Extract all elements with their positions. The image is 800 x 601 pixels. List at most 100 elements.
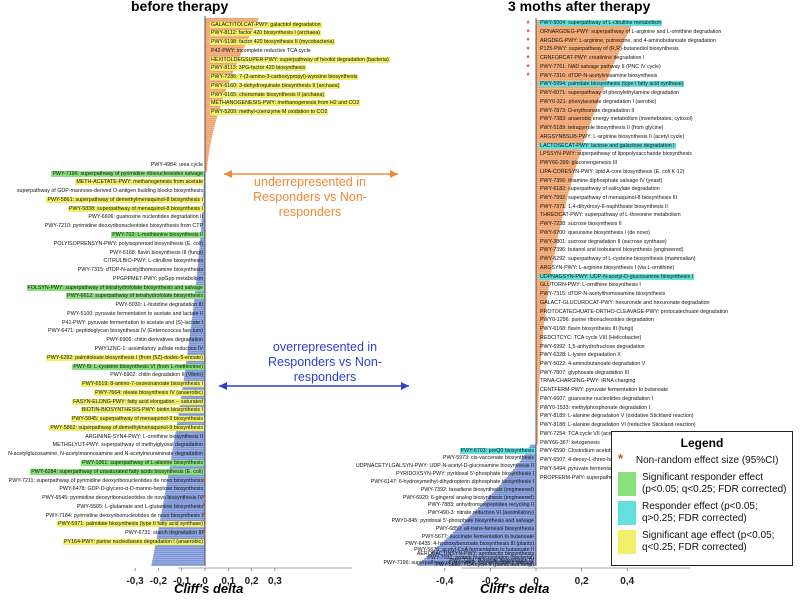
bar	[536, 345, 542, 348]
overrepresented-line-3: responders	[293, 370, 357, 384]
bar	[198, 259, 205, 262]
bar	[201, 225, 205, 227]
bar	[205, 145, 210, 148]
bar	[536, 369, 541, 372]
bar	[536, 440, 538, 443]
significance-star: *	[526, 19, 530, 28]
bar	[536, 418, 539, 421]
bar	[509, 472, 536, 475]
bar	[536, 119, 592, 121]
left-negative-pathway-label: PPGPPMET-PWY: ppGpp metabolism	[112, 275, 203, 282]
right-positive-pathway-label: PWY-8189: L-alanine degradation V (oxida…	[540, 413, 694, 420]
bar	[536, 224, 561, 227]
bar	[536, 402, 539, 405]
underrepresented-annotation: underrepresented in Responders vs Non- r…	[220, 175, 400, 220]
bar	[158, 527, 205, 530]
bar	[183, 377, 205, 380]
right-positive-pathway-label: PWY-7356: thiamine diphosphate salvage I…	[540, 177, 663, 184]
bar	[205, 135, 213, 138]
bar	[205, 137, 212, 140]
left-negative-pathway-label: PWY-6906: chitin derivatives degradation	[106, 337, 203, 344]
bar	[502, 481, 536, 483]
bar	[536, 151, 581, 154]
bar	[455, 529, 536, 532]
bar	[536, 204, 566, 206]
bar	[205, 160, 208, 162]
bar	[475, 509, 536, 512]
significance-star: *	[526, 72, 530, 81]
bar	[536, 309, 546, 311]
right-positive-pathway-label: PWY-7254: TCA cycle VII (acetate-produce…	[540, 430, 648, 437]
bar	[536, 373, 540, 376]
bar	[187, 348, 205, 351]
bar	[157, 531, 205, 534]
legend: Legend * Non-random effect size (95%CI) …	[611, 431, 793, 566]
bar	[160, 515, 205, 518]
right-positive-pathway-label: P125-PWY: superpathway of (R,R)-butanedi…	[540, 46, 679, 53]
bar	[164, 494, 205, 497]
bar	[202, 212, 205, 215]
bar	[473, 511, 536, 514]
bar	[419, 561, 536, 564]
bar	[171, 454, 205, 457]
left-negative-pathway-label: PWY-6519: 8-amino-7-oxononanoate biosynt…	[81, 381, 204, 388]
x-tick-label: 0,3	[268, 576, 282, 587]
bar	[536, 98, 600, 101]
bar	[500, 483, 536, 485]
right-positive-pathway-label: TRNA-CHARGING-PWY: tRNA charging	[540, 378, 636, 385]
bar	[155, 545, 205, 548]
bar	[536, 236, 558, 239]
bar	[536, 161, 578, 164]
bar	[536, 400, 539, 402]
right-positive-pathway-label: PWY-5022: 4-aminobutanoate degradation V	[540, 360, 646, 367]
bar	[536, 86, 604, 89]
right-positive-pathway-label: GALACT-GLUCUROCAT-PWY: hexuronide and he…	[540, 299, 710, 306]
bar	[536, 377, 540, 380]
bar	[536, 313, 546, 316]
bar	[536, 290, 549, 293]
bar	[536, 365, 541, 368]
bar	[536, 210, 564, 212]
bar	[536, 295, 548, 297]
bar	[536, 187, 570, 190]
right-positive-pathway-label: PWY0-1533: methylphosphonate degradation…	[540, 404, 651, 411]
bar	[202, 204, 205, 207]
left-negative-pathway-label: METH-ACETATE-PWY: methanogenesis from ac…	[75, 179, 204, 186]
bar	[153, 551, 205, 554]
bar	[203, 176, 205, 179]
bar	[172, 452, 205, 455]
bar	[497, 487, 536, 489]
left-positive-pathway-label: P42-PWY: incomplete reductive TCA cycle	[211, 47, 311, 54]
bar	[166, 484, 205, 487]
left-negative-pathway-label: PWY-5838: superpathway of menaquinol-8 b…	[67, 205, 204, 212]
bar	[536, 173, 574, 176]
bar	[536, 426, 539, 429]
bar	[493, 491, 536, 493]
left-positive-pathway-label: PWY-5209: methyl-coenzyme M oxidation to…	[210, 109, 329, 116]
bar	[168, 474, 205, 477]
bar	[166, 486, 205, 489]
bar	[154, 549, 205, 552]
significance-star: *	[526, 37, 530, 46]
bar	[163, 503, 205, 505]
bar	[196, 279, 205, 282]
bar	[536, 240, 558, 243]
left-negative-pathway-label: PWY-6471: peptidoglycan biosynthesis IV …	[48, 328, 203, 335]
bar	[171, 456, 205, 459]
overrepresented-arrow-head-right	[401, 382, 409, 390]
bar	[536, 280, 550, 283]
bar	[489, 495, 536, 498]
overrepresented-arrow-head-left	[219, 382, 227, 390]
bar	[536, 175, 574, 178]
bar	[173, 442, 205, 445]
bar	[167, 480, 205, 483]
underrepresented-line-2: Responders vs Non-	[253, 190, 367, 204]
bar	[536, 38, 626, 41]
x-tick-label: -0,2	[150, 576, 168, 587]
bar	[536, 153, 580, 156]
bar	[536, 412, 539, 415]
bar	[485, 499, 536, 502]
bar	[536, 299, 548, 301]
left-positive-pathway-label: PWY-6160: 3-dehydroquinate biosynthesis …	[210, 82, 341, 89]
left-negative-pathway-label: PWY-5100: pyruvate fermentation to aceta…	[67, 310, 203, 317]
